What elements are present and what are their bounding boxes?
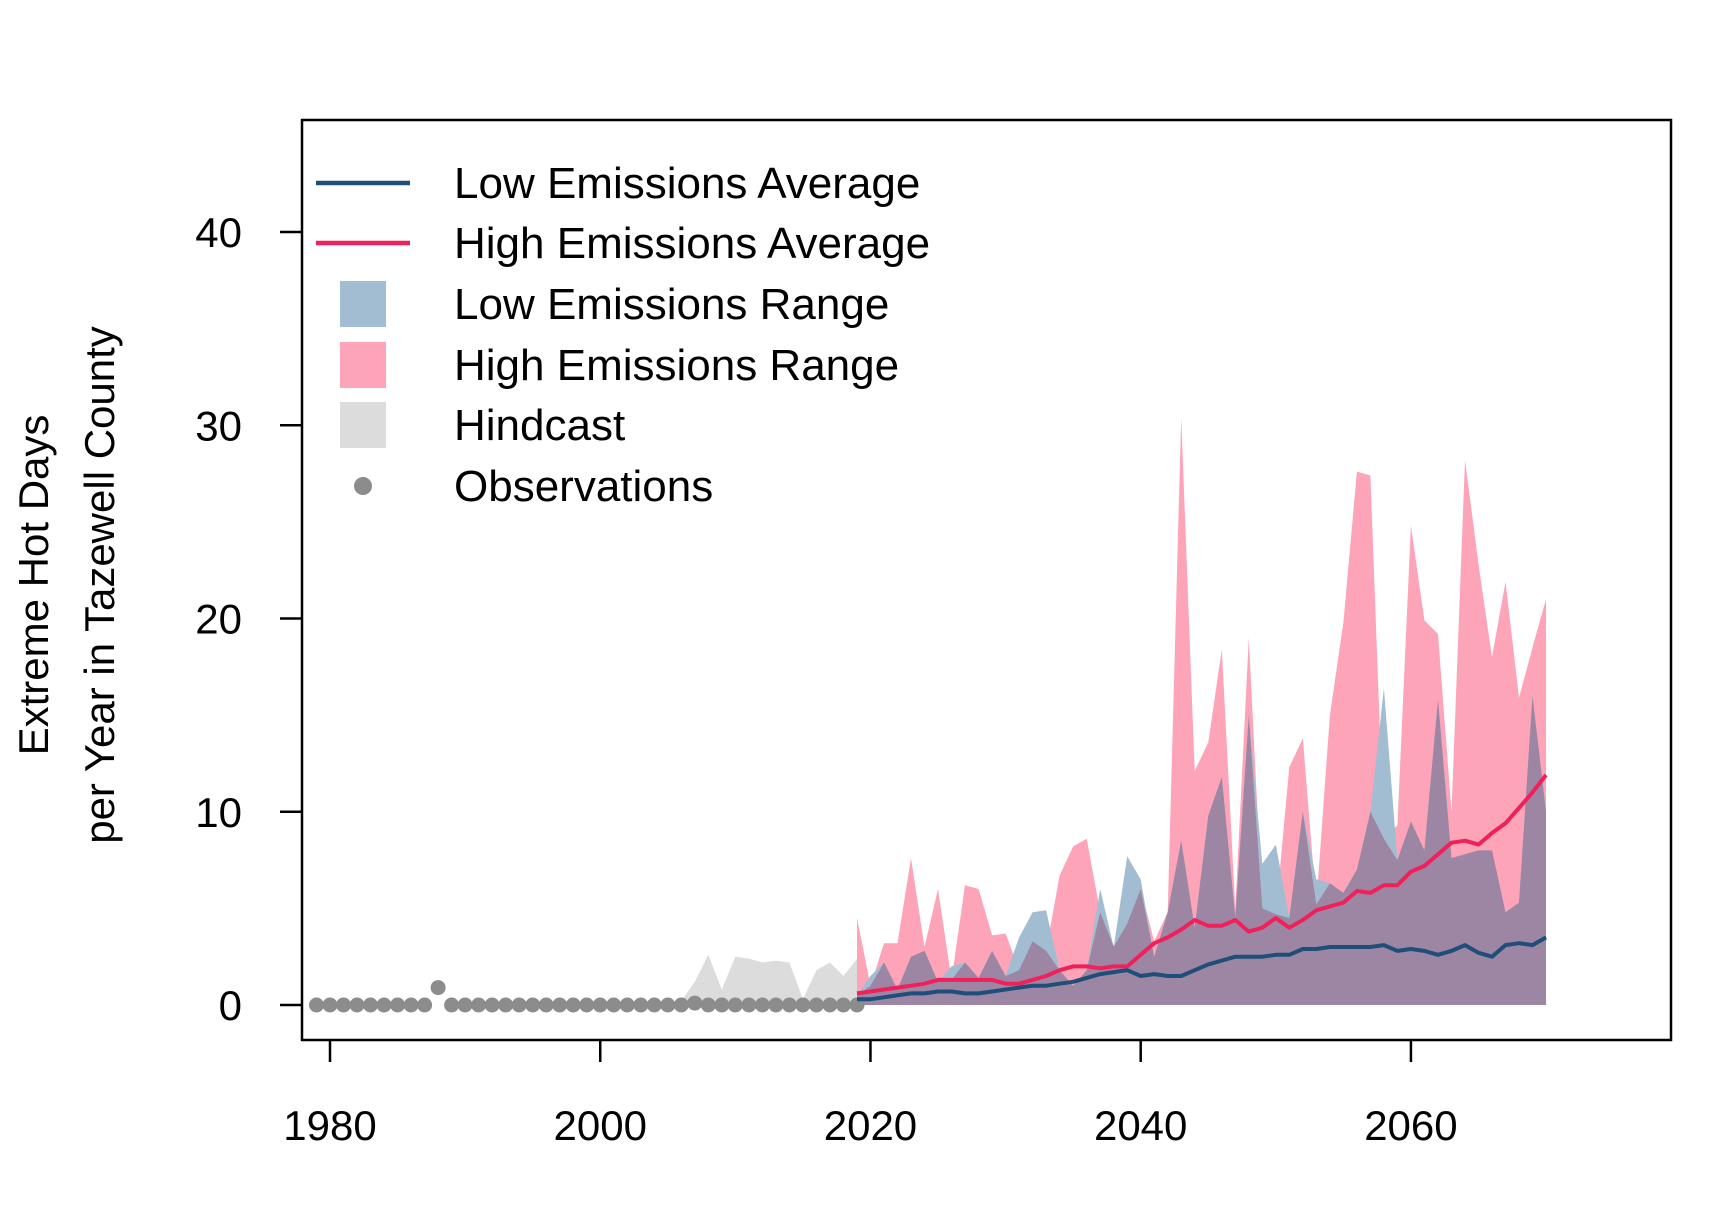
- observation-point: [363, 997, 378, 1013]
- y-tick-label: 20: [195, 596, 242, 643]
- observation-point: [471, 997, 487, 1013]
- observation-point: [579, 997, 595, 1013]
- y-tick-label: 30: [195, 402, 242, 449]
- observation-point: [484, 997, 500, 1013]
- observation-point: [390, 997, 406, 1013]
- high-emissions-average-line: [856, 773, 1548, 996]
- observation-point: [430, 980, 446, 996]
- observation-point: [417, 997, 433, 1013]
- legend-swatch-point: [354, 477, 372, 495]
- plot-frame: [300, 118, 1673, 1042]
- legend-label: Observations: [454, 462, 713, 511]
- observation-point: [552, 997, 568, 1013]
- observation-point: [565, 997, 581, 1013]
- observation-point: [457, 997, 473, 1013]
- y-tick-label: 40: [195, 209, 242, 256]
- x-tick-label: 2040: [1094, 1102, 1187, 1149]
- observation-point: [714, 997, 730, 1013]
- y-tick-label: 10: [195, 789, 242, 836]
- observation-point: [808, 997, 824, 1013]
- observation-point: [619, 997, 635, 1013]
- legend-label: Low Emissions Range: [454, 280, 889, 329]
- legend-swatch-box: [340, 281, 386, 327]
- observation-point: [376, 997, 392, 1013]
- observation-point: [633, 997, 649, 1013]
- legend-swatch-box: [340, 402, 386, 448]
- observation-point: [835, 997, 851, 1013]
- legend-label: High Emissions Range: [454, 341, 899, 390]
- hindcast-area: [654, 954, 857, 1005]
- observation-point: [403, 997, 419, 1013]
- y-axis: 0 10 20 30 40: [195, 209, 302, 1029]
- x-axis: 1980 2000 2020 2040 2060: [283, 1040, 1458, 1149]
- observation-point: [700, 997, 716, 1013]
- observation-point: [781, 997, 797, 1013]
- observation-point: [849, 997, 865, 1013]
- observation-point: [309, 997, 324, 1013]
- observation-point: [336, 997, 351, 1013]
- low-emissions-average-line: [857, 935, 1547, 1002]
- y-tick-label: 0: [219, 982, 242, 1029]
- legend-label: High Emissions Average: [454, 219, 930, 268]
- observation-point: [646, 997, 662, 1013]
- observation-point: [768, 997, 784, 1013]
- x-tick-label: 2020: [824, 1102, 917, 1149]
- y-axis-label-line1: Extreme Hot Days: [10, 415, 57, 756]
- observation-point: [592, 997, 608, 1013]
- observation-point: [511, 997, 527, 1013]
- observation-point: [741, 997, 757, 1013]
- y-axis-label-line2: per Year in Tazewell County: [76, 326, 123, 844]
- range-overlap-area: [857, 695, 1546, 1005]
- legend-swatch-box: [340, 342, 386, 388]
- observation-point: [687, 995, 703, 1011]
- observation-point: [673, 997, 689, 1013]
- observation-point: [444, 997, 460, 1013]
- observation-point: [525, 997, 541, 1013]
- observation-point: [606, 997, 622, 1013]
- legend: Low Emissions Average High Emissions Aver…: [316, 159, 930, 511]
- observation-point: [349, 997, 365, 1013]
- observation-point: [795, 997, 811, 1013]
- observation-point: [727, 997, 743, 1013]
- x-tick-label: 2000: [554, 1102, 647, 1149]
- observation-point: [538, 997, 554, 1013]
- observation-point: [822, 997, 838, 1013]
- x-tick-label: 2060: [1364, 1102, 1457, 1149]
- plot-area: [309, 417, 1548, 1013]
- legend-label: Low Emissions Average: [454, 159, 920, 208]
- observation-point: [498, 997, 514, 1013]
- observation-point: [322, 997, 338, 1013]
- observation-point: [660, 997, 676, 1013]
- legend-label: Hindcast: [454, 401, 625, 450]
- x-tick-label: 1980: [283, 1102, 376, 1149]
- observation-point: [754, 997, 770, 1013]
